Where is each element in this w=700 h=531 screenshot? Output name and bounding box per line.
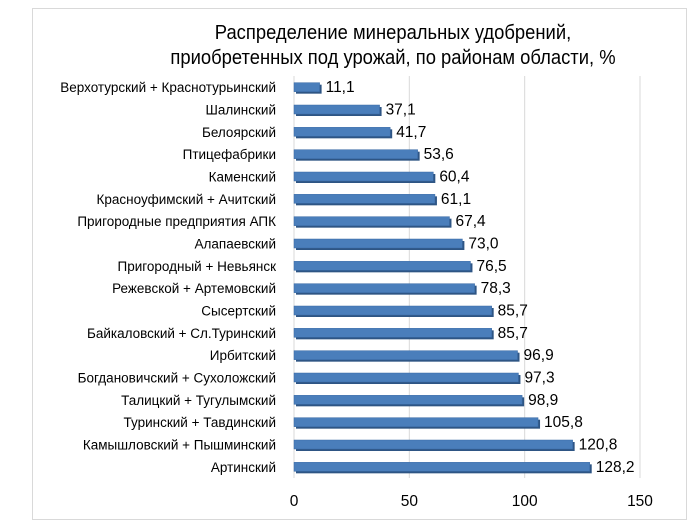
value-label: 61,1: [441, 191, 471, 208]
bar: [293, 149, 418, 159]
bar: [293, 350, 518, 360]
x-tick-label: 50: [401, 493, 419, 510]
value-label: 11,1: [326, 79, 355, 96]
value-label: 78,3: [481, 280, 511, 297]
value-label: 98,9: [528, 392, 558, 409]
bar: [293, 439, 573, 450]
category-label: Богдановичский + Сухоложский: [78, 371, 276, 386]
value-label: 67,4: [455, 213, 486, 230]
value-label: 73,0: [468, 236, 499, 253]
category-label: Талицкий + Тугулымский: [121, 393, 276, 408]
category-label: Камышловский + Пышминский: [83, 438, 276, 453]
bar: [293, 417, 539, 427]
bar: [293, 261, 471, 271]
category-label: Пригородный + Невьянск: [118, 259, 277, 274]
x-tick-labels: 0 50 100 150: [290, 493, 654, 510]
x-tick-label: 100: [512, 493, 538, 510]
category-label: Птицефабрики: [183, 147, 276, 162]
value-label: 105,8: [544, 414, 583, 431]
category-label: Режевской + Артемовский: [112, 281, 276, 296]
bar: [293, 328, 492, 338]
value-label: 37,1: [386, 102, 416, 119]
chart-title-line-1: Распределение минеральных удобрений,: [214, 22, 572, 44]
bar: [293, 372, 519, 383]
value-label: 96,9: [524, 347, 554, 364]
category-label: Туринский + Тавдинский: [124, 415, 277, 430]
value-label: 120,8: [579, 437, 618, 454]
bar: [293, 194, 436, 204]
category-label: Ирбитский: [210, 348, 276, 363]
gridlines: [293, 76, 641, 478]
bar: [293, 82, 320, 92]
category-label: Алапаевский: [195, 237, 276, 252]
category-labels: Верхотурский + Краснотурьинский Шалинский…: [60, 80, 276, 475]
bar: [293, 216, 450, 226]
bars: [293, 82, 592, 474]
bar: [293, 462, 590, 472]
value-label: 97,3: [524, 370, 554, 387]
category-label: Верхотурский + Краснотурьинский: [60, 80, 276, 95]
value-label: 85,7: [498, 325, 528, 342]
category-label: Сысертский: [201, 304, 276, 319]
x-tick-label: 150: [627, 493, 653, 510]
bar: [293, 104, 380, 115]
bar: [293, 171, 434, 182]
x-tick-label: 0: [290, 493, 299, 510]
value-label: 60,4: [439, 169, 470, 186]
value-label: 85,7: [498, 303, 528, 320]
category-label: Красноуфимский + Ачитский: [97, 192, 276, 207]
category-label: Артинский: [211, 460, 276, 475]
category-label: Байкаловский + Сл.Туринский: [87, 326, 276, 341]
bar: [293, 238, 463, 249]
bar: [293, 283, 475, 293]
category-label: Шалинский: [206, 103, 277, 118]
bar: [293, 305, 492, 316]
bar: [293, 127, 391, 137]
chart-title: Распределение минеральных удобрений, при…: [62, 21, 700, 71]
value-label: 53,6: [424, 146, 454, 163]
category-label: Пригородные предприятия АПК: [77, 214, 276, 229]
category-label: Белоярский: [202, 125, 276, 140]
category-label: Каменский: [209, 170, 276, 185]
value-label: 76,5: [476, 258, 506, 275]
bar: [293, 395, 523, 405]
chart-title-line-2: приобретенных под урожай, по районам обл…: [170, 47, 616, 69]
value-label: 128,2: [596, 459, 635, 476]
value-labels: 11,1 37,1 41,7 53,6 60,4 61,1 67,4 73,0 76,5 78,3…: [326, 79, 635, 476]
value-label: 41,7: [396, 124, 426, 141]
